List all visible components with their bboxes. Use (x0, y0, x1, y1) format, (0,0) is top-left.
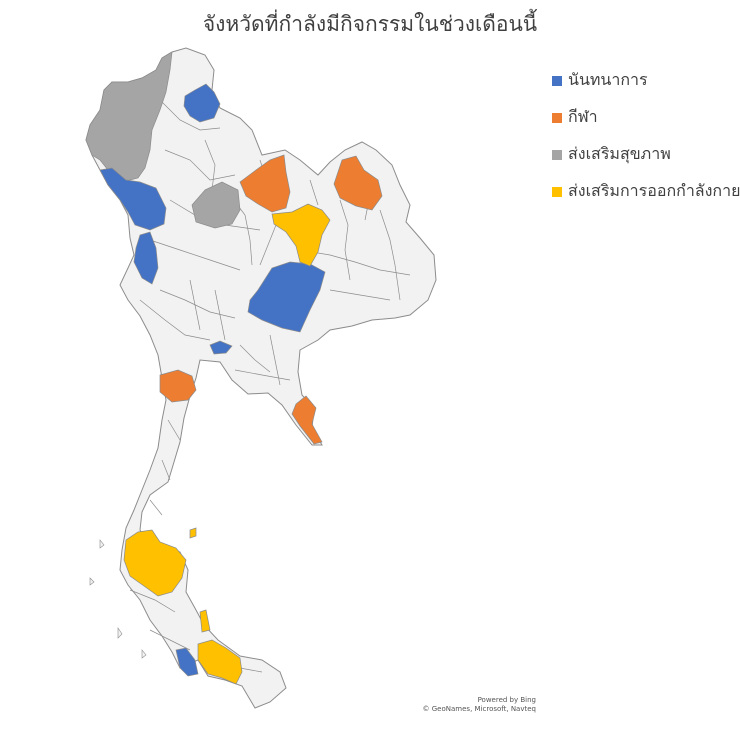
legend-item-health-promotion: ส่งเสริมสุขภาพ (552, 136, 740, 173)
region-exercise-promotion (123, 203, 331, 685)
legend-label: ส่งเสริมสุขภาพ (568, 144, 671, 163)
legend-label: ส่งเสริมการออกกำลังกาย (568, 181, 740, 200)
credit-sources: © GeoNames, Microsoft, Navteq (422, 705, 536, 713)
region-sports (159, 154, 383, 445)
map-title: จังหวัดที่กำลังมีกิจกรรมในช่วงเดือนนี้ (202, 12, 538, 36)
legend-item-sports: กีฬา (552, 99, 740, 136)
map-credit: Powered by Bing © GeoNames, Microsoft, N… (423, 696, 536, 714)
region-recreation (99, 83, 326, 677)
legend-item-recreation: นันทนาการ (552, 62, 740, 99)
legend-swatch (552, 112, 562, 123)
legend: นันทนาการ กีฬา ส่งเสริมสุขภาพ ส่งเสริมกา… (552, 62, 740, 210)
legend-label: นันทนาการ (568, 70, 648, 89)
legend-label: กีฬา (568, 107, 598, 126)
legend-item-exercise-promotion: ส่งเสริมการออกกำลังกาย (552, 173, 740, 210)
legend-swatch (552, 186, 562, 197)
islands (89, 539, 147, 659)
legend-swatch (552, 149, 562, 160)
legend-swatch (552, 75, 562, 86)
credit-powered-by: Powered by Bing (477, 696, 536, 704)
region-health-promotion (85, 51, 241, 229)
